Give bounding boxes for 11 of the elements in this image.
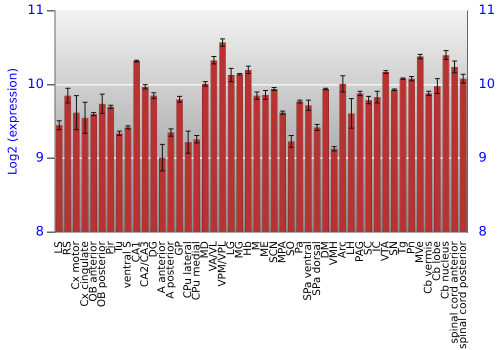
- y2-tick-label: 10: [478, 76, 496, 92]
- x-tick-label: OB posterior: [96, 240, 108, 308]
- y2-tick-label: 8: [478, 224, 487, 240]
- y-tick-label: 9: [36, 150, 44, 166]
- y2-tick-label: 11: [478, 3, 496, 18]
- y-tick-label: 8: [36, 224, 44, 240]
- y-axis-title: Log2 (expression): [5, 68, 20, 175]
- x-tick-label: spinal cord posterior: [456, 240, 469, 350]
- y-tick-label: 10: [27, 76, 44, 92]
- y-tick-label: 11: [27, 3, 44, 18]
- y2-tick-label: 9: [478, 150, 487, 166]
